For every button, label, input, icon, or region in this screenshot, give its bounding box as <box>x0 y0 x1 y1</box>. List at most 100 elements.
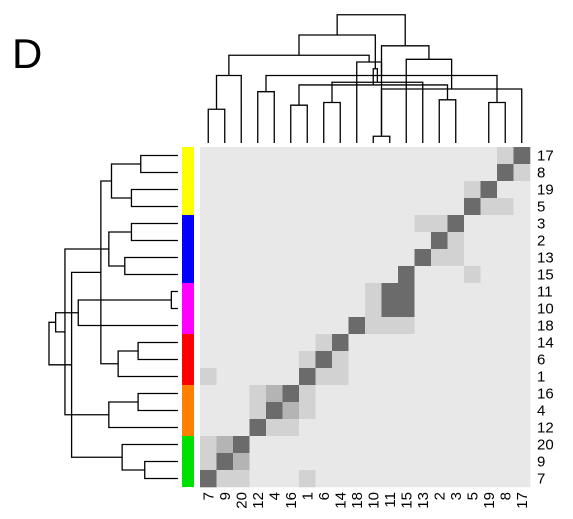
dendrogram-branch <box>137 341 178 361</box>
heatmap-cell <box>282 385 300 403</box>
heatmap-cell <box>299 368 316 386</box>
heatmap-cell <box>299 147 316 165</box>
heatmap-cell <box>381 147 399 165</box>
heatmap-cell <box>332 266 349 284</box>
heatmap-cell <box>332 436 349 454</box>
heatmap-cell <box>398 164 415 182</box>
heatmap-cell <box>249 266 267 284</box>
heatmap-cell <box>216 198 234 216</box>
heatmap-cell <box>480 402 498 420</box>
heatmap-cell <box>464 181 481 199</box>
heatmap-cell <box>249 164 267 182</box>
heatmap-cell <box>282 164 300 182</box>
heatmap-cell <box>332 419 349 437</box>
column-label: 4 <box>266 492 283 500</box>
heatmap-cell <box>447 385 465 403</box>
heatmap-cell <box>233 232 250 250</box>
heatmap-cell <box>464 453 481 471</box>
heatmap-cell <box>348 300 366 318</box>
heatmap-cell <box>299 419 316 437</box>
heatmap-cell <box>365 164 382 182</box>
heatmap-cell <box>200 402 217 420</box>
heatmap-cell <box>381 232 399 250</box>
row-group-swatch <box>182 147 194 215</box>
heatmap-cell <box>299 334 316 352</box>
heatmap-cell <box>381 470 399 488</box>
heatmap-cell <box>480 385 498 403</box>
heatmap-cell <box>497 198 514 216</box>
heatmap-cell <box>282 402 300 420</box>
heatmap-cell <box>464 249 481 267</box>
heatmap-cell <box>414 198 432 216</box>
heatmap-cell <box>315 470 333 488</box>
heatmap-cell <box>299 453 316 471</box>
heatmap-cell <box>348 436 366 454</box>
heatmap-cell <box>315 147 333 165</box>
heatmap-cell <box>233 419 250 437</box>
heatmap-cell <box>365 385 382 403</box>
heatmap-cell <box>513 317 531 335</box>
heatmap-cell <box>381 198 399 216</box>
heatmap-cell <box>233 436 250 454</box>
heatmap-cell <box>480 215 498 233</box>
heatmap-cell <box>447 147 465 165</box>
heatmap-cell <box>381 419 399 437</box>
column-label: 19 <box>481 492 498 509</box>
heatmap-cell <box>513 266 531 284</box>
heatmap-cell <box>249 283 267 301</box>
heatmap-cell <box>497 385 514 403</box>
row-label: 17 <box>537 148 554 165</box>
heatmap-cell <box>414 266 432 284</box>
heatmap-cell <box>513 198 531 216</box>
heatmap-cell <box>497 300 514 318</box>
heatmap-cell <box>497 368 514 386</box>
heatmap-cell <box>332 351 349 369</box>
heatmap-cell <box>200 249 217 267</box>
column-label: 20 <box>233 492 250 509</box>
heatmap-cell <box>282 232 300 250</box>
heatmap-cell <box>365 266 382 284</box>
heatmap-cell <box>513 453 531 471</box>
heatmap-cell <box>480 232 498 250</box>
heatmap-cell <box>497 215 514 233</box>
heatmap-cell <box>233 334 250 352</box>
heatmap-cell <box>381 317 399 335</box>
column-label: 9 <box>217 492 234 500</box>
heatmap-cell <box>332 368 349 386</box>
heatmap-cell <box>282 147 300 165</box>
heatmap-cell <box>480 300 498 318</box>
heatmap-cell <box>497 351 514 369</box>
heatmap-cell <box>200 453 217 471</box>
heatmap-cell <box>464 300 481 318</box>
heatmap-cell <box>200 368 217 386</box>
heatmap-cell <box>332 300 349 318</box>
heatmap-cell <box>233 181 250 199</box>
row-label: 5 <box>537 199 545 216</box>
heatmap-cell <box>365 147 382 165</box>
heatmap-cell <box>431 351 448 369</box>
heatmap-cell <box>216 470 234 488</box>
heatmap-cell <box>249 300 267 318</box>
heatmap-cell <box>348 334 366 352</box>
heatmap-cell <box>249 385 267 403</box>
heatmap-cell <box>464 266 481 284</box>
heatmap-cell <box>365 453 382 471</box>
heatmap-cell <box>497 283 514 301</box>
heatmap-cell <box>447 419 465 437</box>
heatmap-cell <box>282 181 300 199</box>
heatmap-cell <box>447 181 465 199</box>
heatmap-cell <box>233 249 250 267</box>
heatmap-cell <box>414 317 432 335</box>
heatmap-cell <box>200 419 217 437</box>
heatmap-cell <box>447 351 465 369</box>
heatmap-cell <box>216 147 234 165</box>
heatmap-cell <box>348 266 366 284</box>
heatmap-cell <box>216 215 234 233</box>
heatmap-cell <box>414 436 432 454</box>
heatmap-cell <box>299 351 316 369</box>
column-label: 6 <box>316 492 333 500</box>
heatmap-cell <box>398 300 415 318</box>
heatmap-cell <box>381 266 399 284</box>
heatmap-cell <box>414 181 432 199</box>
heatmap-cell <box>299 402 316 420</box>
